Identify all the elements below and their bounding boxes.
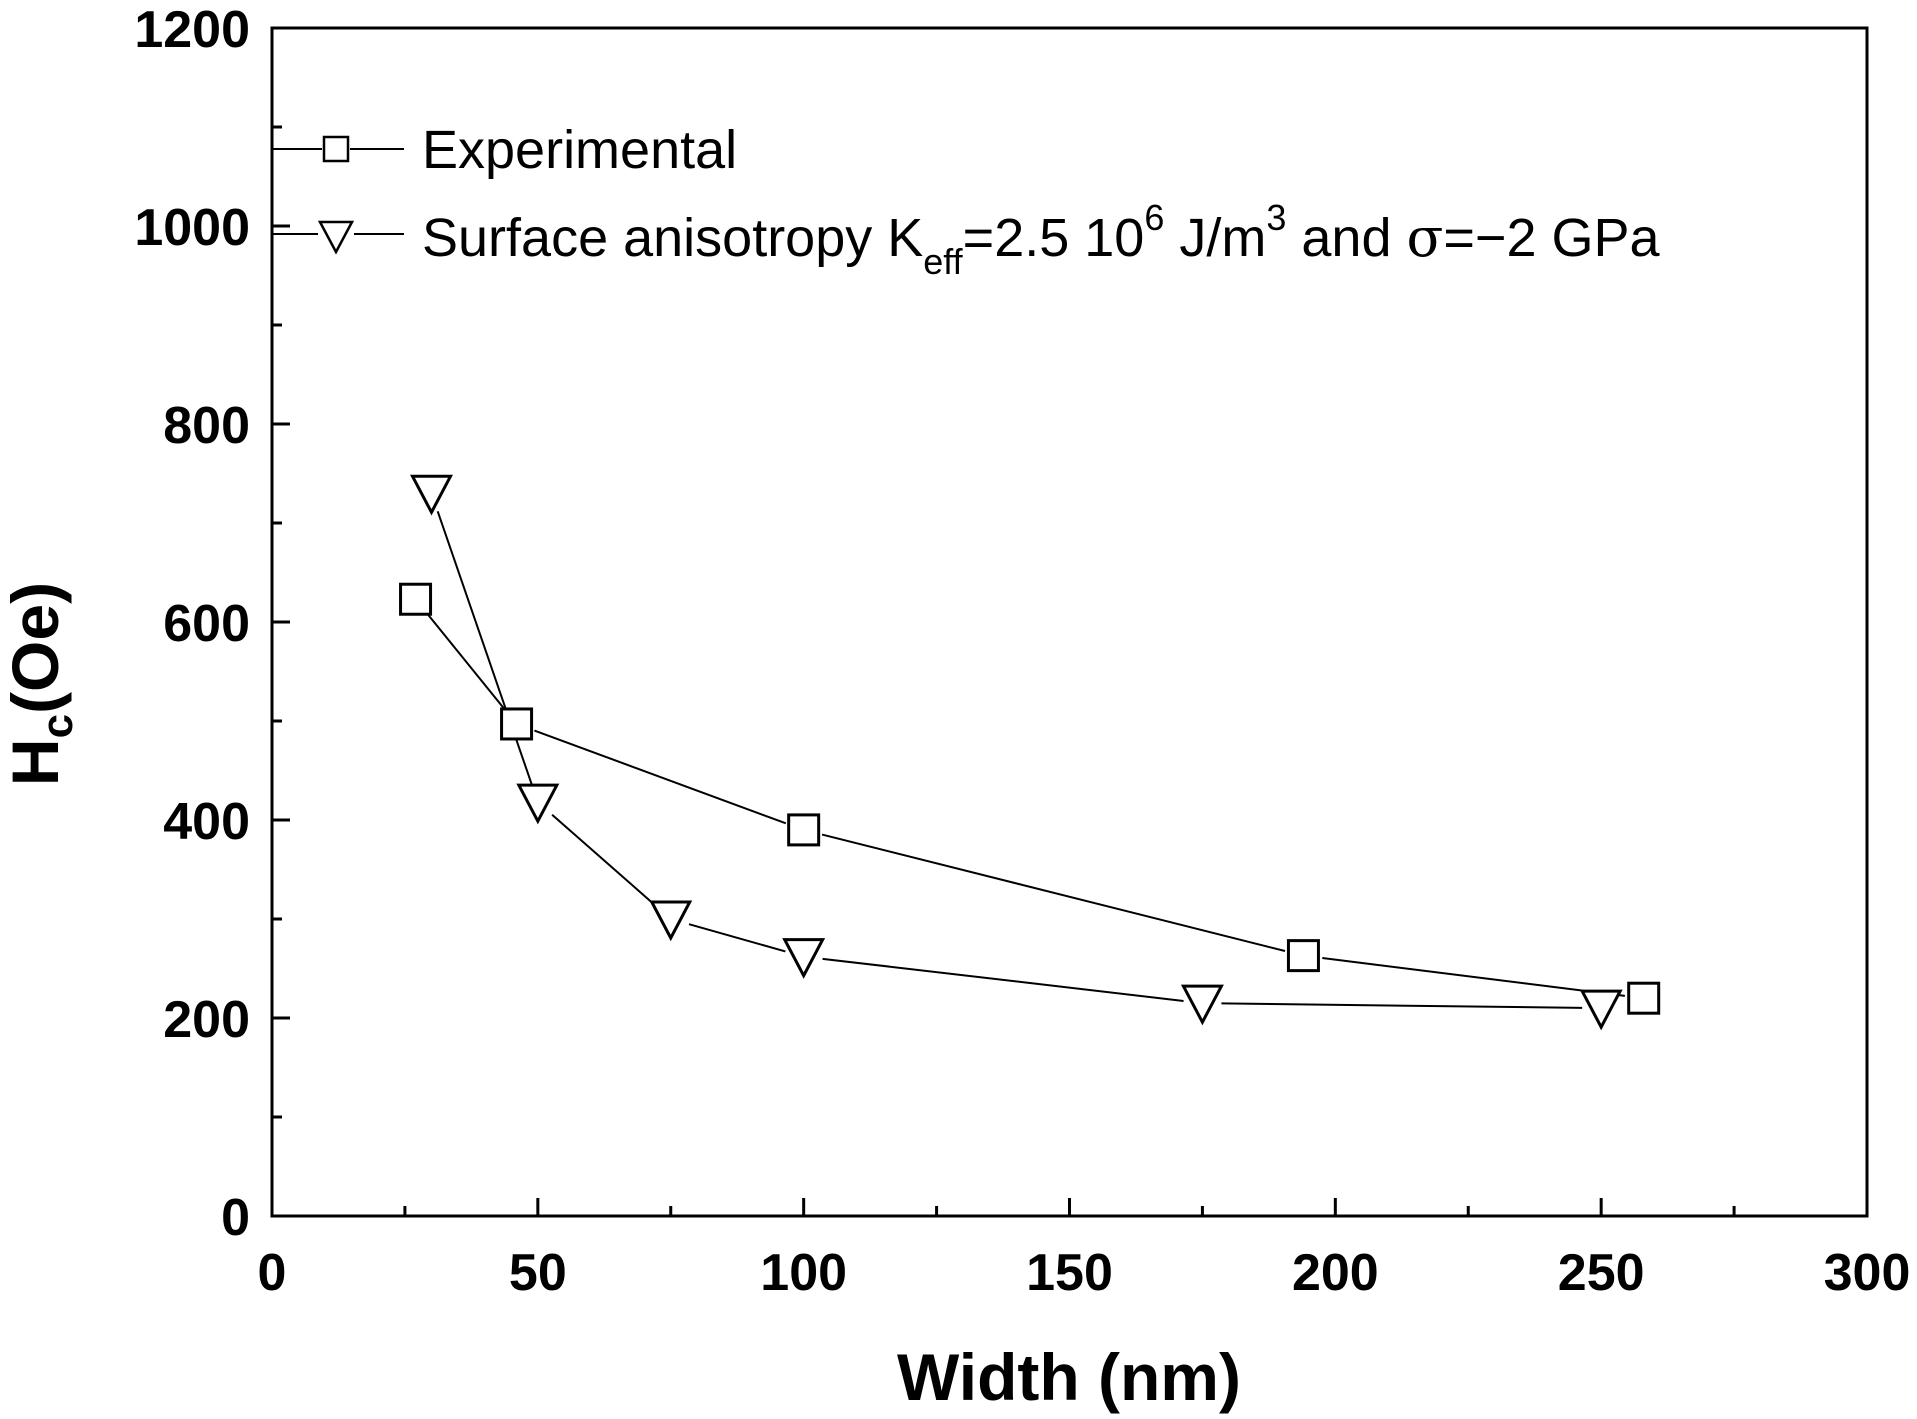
x-axis-title: Width (nm) xyxy=(897,1340,1241,1414)
data-point-square xyxy=(1627,981,1661,1015)
legend-item-surface-anisotropy: Surface anisotropy Keff=2.5 106 J/m3 and… xyxy=(272,197,1661,282)
y-tick-label: 0 xyxy=(221,1189,250,1247)
data-point-triangle xyxy=(1180,984,1224,1026)
series-markers xyxy=(399,474,1661,1031)
legend-text-exp3-superscript: 3 xyxy=(1266,197,1286,238)
legend-text-sigma: σ xyxy=(1407,206,1444,269)
data-point-triangle xyxy=(649,900,693,942)
y-tick-label: 1200 xyxy=(134,1,250,59)
series-1-segment xyxy=(688,923,786,953)
legend-text-part4: and xyxy=(1286,208,1406,268)
series-0-segment xyxy=(534,729,787,825)
legend-text-part2: =2.5 10 xyxy=(963,208,1145,268)
x-tick-label: 0 xyxy=(258,1244,287,1302)
series-0-segment xyxy=(1322,956,1625,997)
series-1-segment xyxy=(1221,1002,1583,1009)
legend-label-experimental: Experimental xyxy=(422,120,737,180)
data-point-triangle xyxy=(782,938,826,979)
y-tick-label: 200 xyxy=(163,991,250,1049)
legend: Experimental Surface anisotropy Keff=2.5… xyxy=(272,120,1661,282)
legend-item-experimental: Experimental xyxy=(272,120,737,180)
y-tick-label: 800 xyxy=(163,397,250,455)
series-0-segment xyxy=(821,833,1286,952)
x-tick-label: 200 xyxy=(1292,1244,1379,1302)
series-1-segment xyxy=(822,957,1184,1002)
y-axis-title-sub: c xyxy=(33,714,82,738)
series-1-segment xyxy=(436,510,533,785)
y-tick-label: 600 xyxy=(163,595,250,653)
y-axis-title: Hc(Oe) xyxy=(0,582,82,786)
series-lines xyxy=(426,510,1625,1009)
data-point-triangle xyxy=(410,474,453,516)
data-point-square xyxy=(1286,939,1320,973)
legend-marker-square xyxy=(322,135,350,163)
data-point-square xyxy=(787,813,821,847)
x-tick-label: 50 xyxy=(509,1244,567,1302)
series-1-segment xyxy=(551,813,658,908)
plot-frame xyxy=(270,26,1869,1218)
series-0-segment xyxy=(426,613,506,710)
legend-text-eff-subscript: eff xyxy=(923,241,963,282)
x-tick-label: 100 xyxy=(760,1244,847,1302)
legend-text-part5: =−2 GPa xyxy=(1443,208,1660,268)
legend-text-exp6-superscript: 6 xyxy=(1144,197,1164,238)
legend-label-surface-anisotropy: Surface anisotropy Keff=2.5 106 J/m3 and… xyxy=(422,197,1661,282)
y-axis-ticks: 0 200 400 600 800 1000 1200 xyxy=(134,1,290,1247)
y-tick-label: 400 xyxy=(163,793,250,851)
y-axis-title-rest: (Oe) xyxy=(0,582,72,714)
data-point-triangle xyxy=(1579,989,1623,1031)
y-axis-title-main: H xyxy=(0,738,72,786)
x-tick-label: 150 xyxy=(1026,1244,1113,1302)
y-tick-label: 1000 xyxy=(134,199,250,257)
x-tick-label: 300 xyxy=(1824,1244,1911,1302)
x-axis-ticks: 0 50 100 150 200 250 300 xyxy=(258,1198,1911,1302)
data-point-square xyxy=(500,707,534,741)
x-tick-label: 250 xyxy=(1558,1244,1645,1302)
data-point-square xyxy=(399,582,433,616)
legend-text-part3: J/m xyxy=(1164,208,1266,268)
legend-marker-triangle-down xyxy=(317,220,355,255)
data-point-triangle xyxy=(516,783,560,825)
legend-text-part1: Surface anisotropy K xyxy=(422,208,923,268)
